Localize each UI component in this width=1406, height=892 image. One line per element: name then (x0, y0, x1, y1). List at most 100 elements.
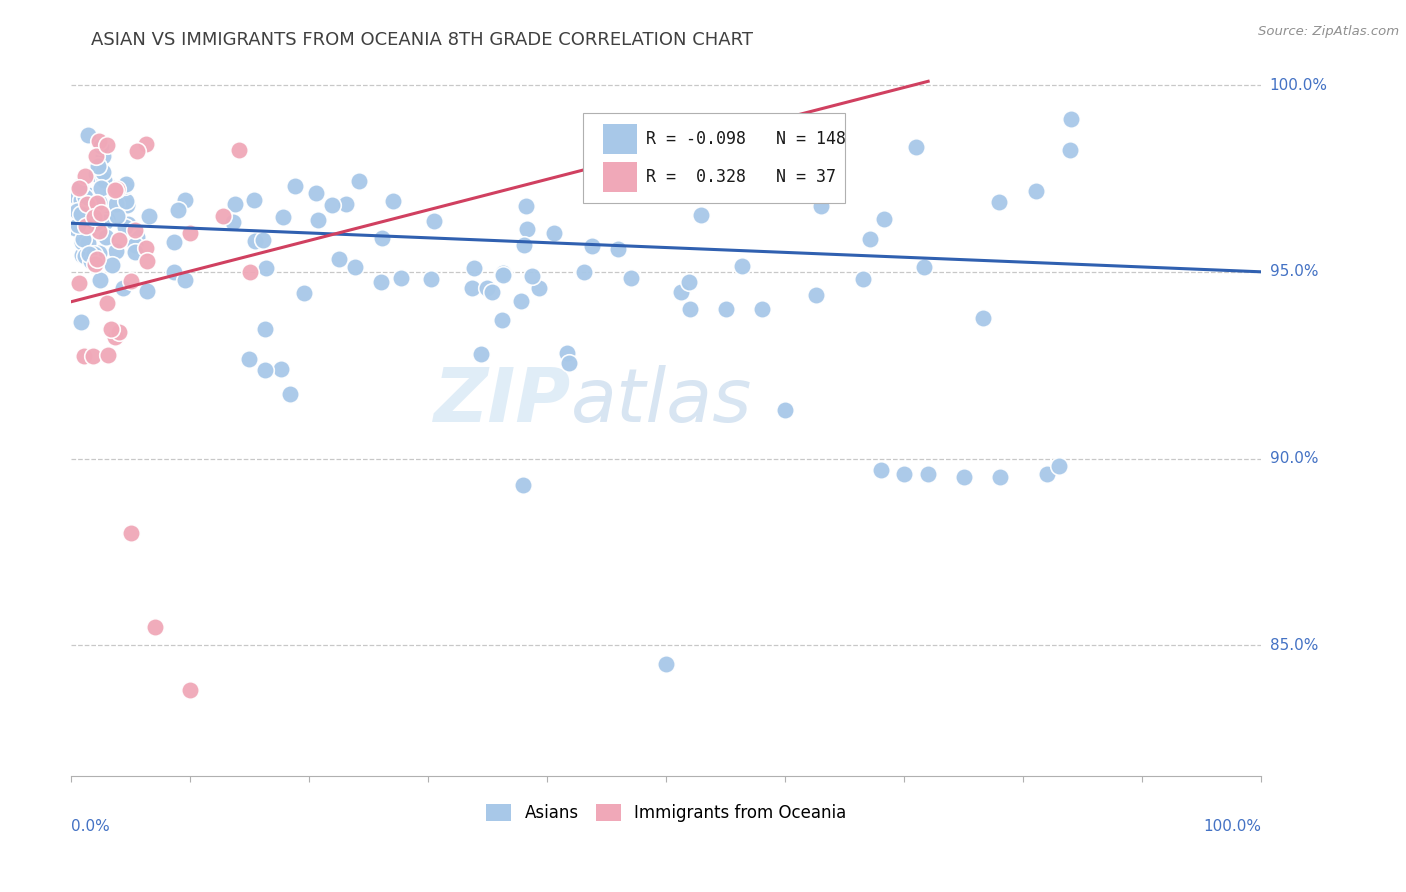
Point (115, 194, 138, 208)
FancyBboxPatch shape (603, 124, 637, 154)
Point (492, 268, 515, 282)
Point (953, 470, 976, 484)
Point (179, 683, 201, 698)
Point (111, 280, 134, 294)
Point (543, 226, 565, 240)
Point (67, 181, 90, 195)
Point (120, 274, 142, 288)
Point (270, 362, 292, 376)
Point (463, 261, 485, 276)
Point (73, 169, 96, 184)
Text: R =  0.328   N = 37: R = 0.328 N = 37 (647, 168, 837, 186)
Point (104, 329, 127, 343)
Point (873, 212, 896, 227)
Point (96, 212, 118, 227)
Point (1060, 112, 1083, 126)
Point (278, 386, 301, 401)
Text: 0.0%: 0.0% (72, 820, 110, 834)
Point (515, 199, 537, 213)
Point (382, 194, 405, 208)
Point (105, 182, 128, 196)
Point (76, 188, 98, 202)
Point (988, 195, 1011, 210)
Point (70, 207, 93, 221)
Point (87, 194, 110, 208)
Point (555, 346, 578, 360)
Point (335, 197, 357, 211)
Point (370, 276, 392, 290)
Point (516, 221, 538, 235)
Point (124, 245, 146, 260)
Point (63, 221, 86, 235)
Point (775, 403, 797, 417)
Point (67, 276, 90, 290)
Point (80, 201, 103, 215)
Text: atlas: atlas (571, 365, 752, 437)
Point (690, 208, 713, 222)
Point (96, 138, 118, 153)
Point (77, 246, 100, 260)
Point (685, 165, 707, 179)
Point (370, 231, 392, 245)
Point (91, 148, 114, 162)
Point (143, 620, 166, 634)
Point (69, 179, 91, 194)
Point (97, 348, 120, 362)
Point (574, 265, 596, 279)
Point (607, 242, 630, 256)
Point (136, 284, 159, 298)
Point (238, 352, 260, 367)
Point (120, 526, 142, 541)
Legend: Asians, Immigrants from Oceania: Asians, Immigrants from Oceania (479, 797, 853, 830)
Text: 100.0%: 100.0% (1270, 78, 1327, 93)
Point (65, 188, 87, 202)
Point (224, 196, 246, 211)
Text: 95.0%: 95.0% (1270, 264, 1319, 279)
Point (211, 209, 233, 223)
Point (751, 302, 773, 317)
Point (389, 271, 412, 285)
Point (678, 276, 700, 290)
Point (893, 467, 915, 481)
Point (284, 179, 307, 194)
Text: 100.0%: 100.0% (1204, 820, 1261, 834)
Point (460, 281, 482, 295)
Point (72, 232, 94, 246)
Point (89, 273, 111, 287)
Point (93, 205, 115, 219)
Point (124, 223, 146, 237)
Point (66, 218, 89, 232)
Point (84, 216, 107, 230)
Point (104, 183, 127, 197)
Point (90, 181, 112, 195)
Point (66, 203, 89, 218)
Point (138, 210, 160, 224)
Point (90, 139, 112, 153)
Point (869, 463, 891, 477)
Point (163, 235, 186, 249)
Point (512, 477, 534, 491)
Point (239, 265, 262, 279)
Point (108, 233, 131, 247)
Point (620, 178, 643, 193)
Point (77, 235, 100, 250)
Point (344, 260, 367, 274)
Point (87, 199, 110, 213)
Point (86, 195, 108, 210)
Point (108, 325, 131, 339)
Point (82, 349, 104, 363)
Point (173, 193, 195, 207)
Point (107, 209, 129, 223)
Point (83, 257, 105, 271)
Point (89, 134, 111, 148)
Point (731, 259, 754, 273)
Point (87, 159, 110, 173)
Point (222, 215, 245, 229)
FancyBboxPatch shape (583, 112, 845, 203)
Point (96, 230, 118, 244)
Point (83, 210, 105, 224)
Point (481, 285, 503, 300)
Point (86, 252, 108, 266)
Point (77, 224, 100, 238)
Point (91, 165, 114, 179)
